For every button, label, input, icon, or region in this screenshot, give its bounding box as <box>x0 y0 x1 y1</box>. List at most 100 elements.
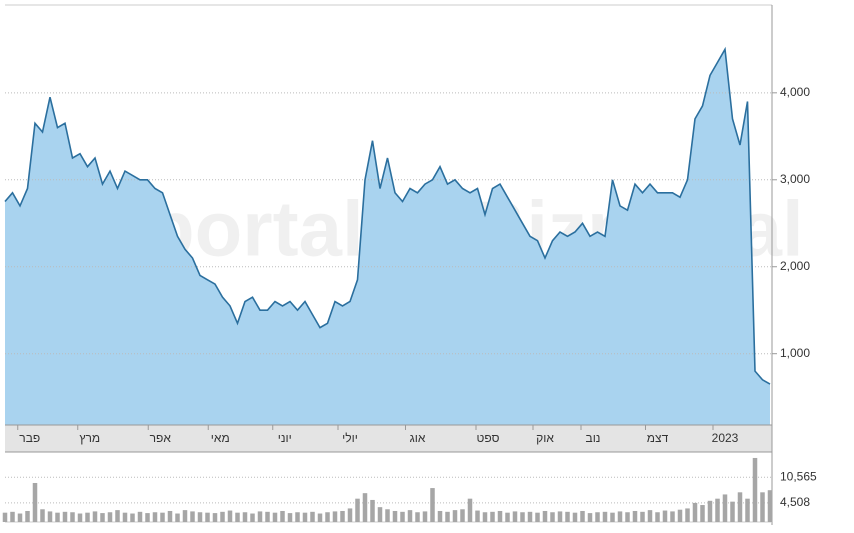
volume-bar <box>190 511 195 522</box>
volume-bar <box>145 513 150 522</box>
volume-bar <box>437 510 443 522</box>
volume-bar <box>700 505 705 522</box>
volume-bar <box>250 513 255 522</box>
volume-bar <box>745 498 750 522</box>
x-tick-label: 2023 <box>712 431 739 445</box>
volume-bar <box>325 512 330 522</box>
volume-bar <box>692 502 698 522</box>
volume-bar <box>227 510 233 522</box>
x-tick-label: פבר <box>19 431 40 445</box>
volume-bar <box>205 512 210 522</box>
volume-bar <box>310 511 315 522</box>
volume-bar <box>47 511 53 522</box>
volume-bar <box>272 512 278 522</box>
volume-bar <box>737 492 743 522</box>
volume-bar <box>662 510 668 522</box>
volume-bar <box>92 511 98 522</box>
volume-bar <box>137 511 143 522</box>
volume-bar <box>115 510 120 522</box>
volume-bar <box>527 511 533 522</box>
volume-bar <box>490 511 495 522</box>
volume-bar <box>445 511 450 522</box>
volume-bar <box>265 511 270 522</box>
volume-bar <box>100 513 105 522</box>
y-tick-label: 10,565 <box>780 469 817 483</box>
volume-bar <box>752 457 758 522</box>
volume-bar <box>632 510 638 522</box>
volume-bar <box>25 510 30 522</box>
volume-bar <box>340 510 345 522</box>
volume-bar <box>10 511 15 522</box>
volume-bar <box>715 498 720 522</box>
volume-bar <box>520 512 525 522</box>
volume-bar <box>287 513 293 522</box>
volume-bar <box>377 507 383 522</box>
x-tick-label: מאי <box>211 431 230 445</box>
volume-bar <box>355 498 360 522</box>
volume-bar <box>77 513 83 522</box>
volume-bar <box>730 501 735 522</box>
volume-bar <box>175 513 180 522</box>
y-tick-label: 3,000 <box>780 172 810 186</box>
volume-bar <box>467 498 473 522</box>
x-tick-label: אפר <box>150 431 172 445</box>
volume-bar <box>107 512 113 522</box>
volume-bar <box>767 490 773 522</box>
volume-bar <box>182 510 188 522</box>
x-tick-label: מרץ <box>79 431 100 445</box>
volume-bar <box>655 512 660 522</box>
area <box>5 49 770 426</box>
volume-bar <box>722 494 728 522</box>
volume-bar <box>32 482 38 522</box>
volume-bar <box>385 509 390 522</box>
volume-bar <box>610 512 615 522</box>
volume-bar <box>160 512 165 522</box>
x-tick-label: אוק <box>536 431 554 445</box>
volume-bar <box>280 510 285 522</box>
y-tick-label: 1,000 <box>780 346 810 360</box>
volume-bar <box>212 513 218 522</box>
x-tick-label: נוב <box>586 431 601 445</box>
volume-bar <box>152 512 158 522</box>
y-tick-label: 4,000 <box>780 85 810 99</box>
volume-bar <box>400 511 405 522</box>
volume-bar <box>617 511 623 522</box>
volume-bar <box>302 512 308 522</box>
volume-bar <box>557 511 563 522</box>
x-axis-band <box>5 425 772 452</box>
volume-bar <box>62 511 68 522</box>
volume-bar <box>460 509 465 522</box>
y-tick-label: 4,508 <box>780 495 810 509</box>
volume-bar <box>415 512 420 522</box>
x-tick-label: יולי <box>342 431 358 445</box>
x-tick-label: אוג <box>410 431 426 445</box>
volume-bar <box>370 499 375 522</box>
volume-bar <box>640 511 645 522</box>
volume-bar <box>220 511 225 522</box>
volume-bar <box>392 510 398 522</box>
volume-bar <box>122 512 128 522</box>
volume-bar <box>565 511 570 522</box>
line <box>4 46 771 385</box>
volume-bar <box>347 508 353 522</box>
volume-bar <box>257 511 263 522</box>
volume-bar <box>130 513 135 522</box>
volume-bar <box>595 512 600 522</box>
volume-bar <box>497 510 503 522</box>
volume-bar <box>85 512 90 522</box>
x-tick-label: יוני <box>278 431 292 445</box>
volume-bar <box>167 510 173 522</box>
x-tick-label: דצמ <box>647 431 669 445</box>
volume-bar <box>512 511 518 522</box>
x-tick-label: ספט <box>477 431 500 445</box>
volume-bar <box>760 492 765 522</box>
volume-bar <box>70 512 75 522</box>
volume-bar <box>685 508 690 522</box>
volume-bar <box>542 510 548 522</box>
volume-bar <box>317 513 323 522</box>
volume-bar <box>580 510 585 522</box>
volume-bar <box>647 510 653 522</box>
volume-bar <box>295 512 300 522</box>
volume-bar <box>407 510 413 522</box>
